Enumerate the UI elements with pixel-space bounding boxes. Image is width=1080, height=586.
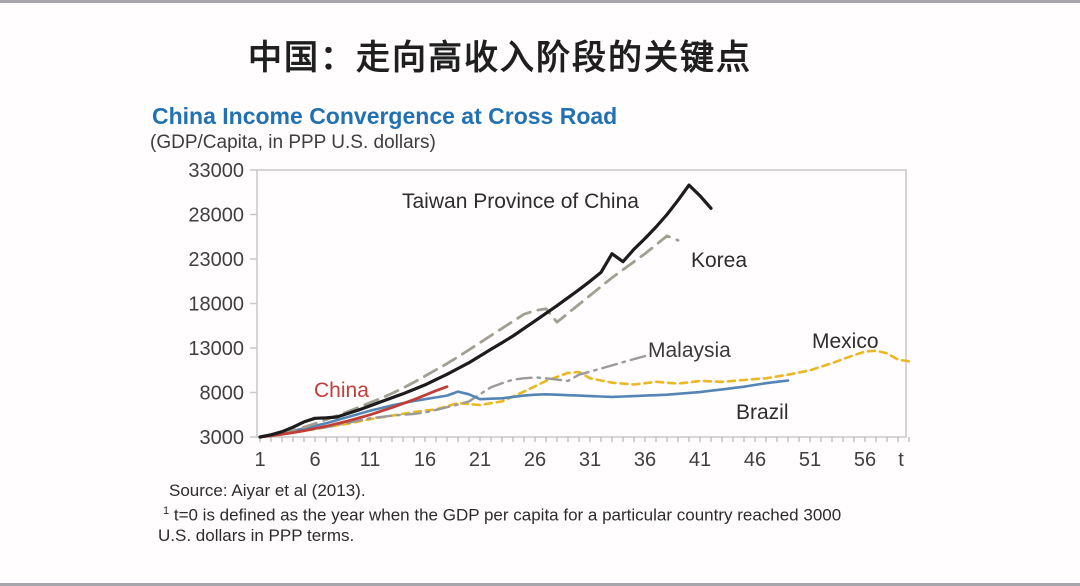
x-axis-tick-label: 26 <box>524 449 546 471</box>
series-line-korea <box>258 234 680 439</box>
series-line-china <box>258 385 449 439</box>
series-line-taiwan <box>258 183 713 439</box>
series-label-taiwan: Taiwan Province of China <box>402 190 639 213</box>
footnote-line-1: 1 t=0 is defined as the year when the GD… <box>158 501 978 526</box>
x-axis-tick-label: 51 <box>799 449 821 471</box>
x-axis-tick-label: 16 <box>414 449 436 471</box>
x-axis-t-label: t <box>898 449 904 471</box>
y-axis-tick-label: 23000 <box>188 249 244 271</box>
x-axis-tick-label: 36 <box>634 449 656 471</box>
series-label-brazil: Brazil <box>736 401 789 424</box>
chart-subtitle: (GDP/Capita, in PPP U.S. dollars) <box>150 132 436 153</box>
series-label-mexico: Mexico <box>812 330 879 353</box>
bottom-edge-line <box>0 583 1080 586</box>
x-axis-tick-label: 11 <box>360 449 381 471</box>
footnote-superscript: 1 <box>163 505 170 517</box>
chart-title: China Income Convergence at Cross Road <box>152 103 618 129</box>
y-axis-tick-label: 13000 <box>188 338 244 360</box>
series-line-brazil <box>258 379 790 439</box>
x-axis-tick-label: 56 <box>854 449 876 471</box>
footnote-line-2: U.S. dollars in PPP terms. <box>158 525 355 545</box>
x-axis-tick-label: 41 <box>689 449 711 471</box>
y-axis-tick-label: 18000 <box>188 294 244 316</box>
series-label-china: China <box>314 379 369 402</box>
x-axis-tick-label: 46 <box>744 449 766 471</box>
x-axis-tick-label: 1 <box>254 449 265 471</box>
y-axis-tick-label: 28000 <box>188 205 244 227</box>
y-axis-tick-label: 33000 <box>188 160 244 182</box>
footnote-text-1: t=0 is defined as the year when the GDP … <box>169 505 842 525</box>
series-label-malaysia: Malaysia <box>648 339 731 362</box>
y-axis-tick-label: 3000 <box>200 427 245 449</box>
top-edge-line <box>0 0 1080 3</box>
source-line: Source: Aiyar et al (2013). <box>169 481 366 500</box>
x-axis-tick-label: 31 <box>579 449 601 471</box>
y-axis-tick-label: 8000 <box>200 383 245 405</box>
slide-title-chinese: 中国：走向高收入阶段的关键点 <box>248 39 752 77</box>
series-label-korea: Korea <box>691 249 748 272</box>
x-axis-tick-label: 6 <box>309 449 320 471</box>
x-axis-tick-label: 21 <box>469 449 491 471</box>
source-notes: Source: Aiyar et al (2013). 1 t=0 is def… <box>158 481 978 546</box>
